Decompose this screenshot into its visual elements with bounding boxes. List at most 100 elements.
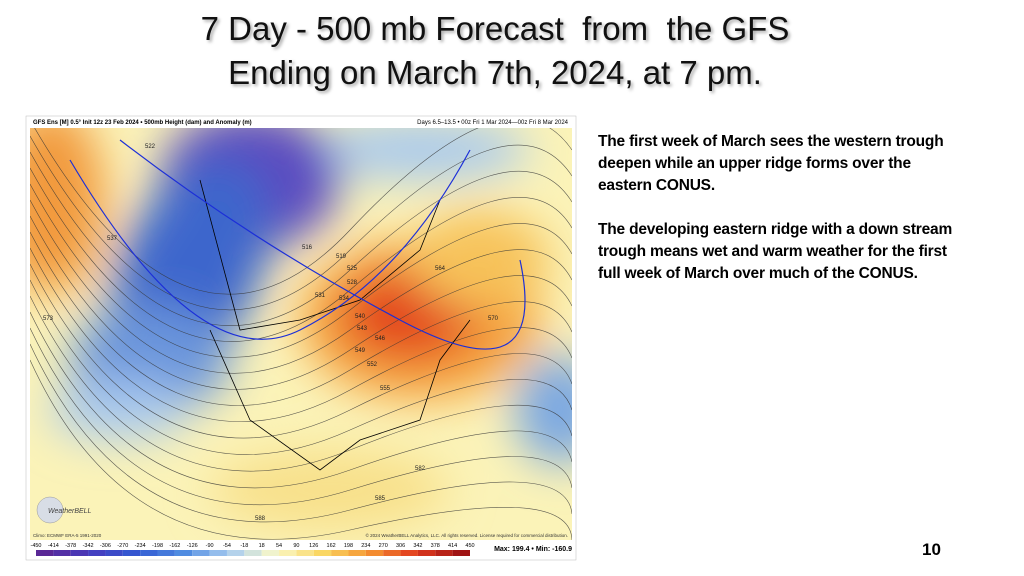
contour-line: [30, 311, 572, 489]
contour-label: 531: [315, 293, 326, 299]
contour-label: 525: [347, 266, 358, 272]
contour-label: 573: [43, 316, 54, 322]
colorbar-swatch: [331, 550, 349, 556]
colorbar-label: -234: [135, 543, 146, 549]
colorbar-swatch: [296, 550, 314, 556]
colorbar-swatch: [279, 550, 297, 556]
contour-line: [30, 167, 572, 342]
contour-label: 552: [367, 362, 378, 368]
contour-line: [34, 128, 572, 295]
forecast-map: 516 519 522 525 528 531 534 537 540 543 546 549 552 5…: [25, 115, 577, 561]
colorbar-swatch: [70, 550, 89, 556]
colorbar-swatch: [417, 550, 436, 556]
colorbar-swatch: [261, 550, 280, 556]
contour-line: [30, 295, 572, 472]
contour-line: [30, 183, 572, 358]
contour-label: 546: [375, 336, 386, 342]
colorbar-swatch: [244, 550, 262, 556]
contour-label: 522: [145, 144, 156, 150]
colorbar-label: 162: [327, 543, 336, 549]
paragraph: The first week of March sees the western…: [598, 133, 944, 194]
contour-label: 516: [302, 245, 313, 251]
colorbar-swatch: [400, 550, 418, 556]
map-header: GFS Ens [M] 0.5° Init 12z 23 Feb 2024 • …: [33, 120, 252, 126]
contour-label: 519: [336, 254, 347, 260]
colorbar-label: -414: [48, 543, 59, 549]
map-header: Days 6.5–13.5 • 00z Fri 1 Mar 2024—00z F…: [417, 120, 569, 126]
colorbar-label: 54: [276, 543, 282, 549]
colorbar-label: -270: [117, 543, 128, 549]
colorbar-label: 18: [259, 543, 265, 549]
colorbar-swatch: [209, 550, 227, 556]
colorbar-swatch: [36, 550, 54, 556]
colorbar-label: 306: [396, 543, 405, 549]
contour-line: [30, 263, 572, 439]
colorbar-label: -378: [65, 543, 76, 549]
colorbar-label: -306: [100, 543, 111, 549]
colorbar-swatch: [348, 550, 366, 556]
colorbar-label: -162: [169, 543, 180, 549]
colorbar-swatch: [157, 550, 175, 556]
contour-line: [30, 327, 572, 506]
contour-line: [30, 279, 572, 455]
contour-label: 585: [375, 496, 386, 502]
map-footer: © 2024 WeatherBELL Analytics, LLC. All r…: [366, 532, 568, 538]
contour-line: [30, 231, 572, 406]
colorbar-label: 378: [431, 543, 440, 549]
colorbar-label: -54: [223, 543, 231, 549]
contour-label: 549: [355, 348, 366, 354]
logo-icon: [36, 496, 64, 524]
colorbar-swatch: [365, 550, 384, 556]
contour-line: [30, 199, 572, 374]
contour-line: [30, 359, 572, 540]
colorbar-label: 270: [379, 543, 388, 549]
page-number: 10: [922, 540, 941, 559]
colorbar-swatch: [383, 550, 401, 556]
colorbar-label: -198: [152, 543, 163, 549]
map-field: 516 519 522 525 528 531 534 537 540 543 546 549 552 5…: [30, 128, 572, 540]
colorbar-swatch: [174, 550, 193, 556]
contour-label: 582: [415, 466, 426, 472]
colorbar-swatch: [53, 550, 71, 556]
title-line: 7 Day - 500 mb Forecast from the GFS: [200, 10, 790, 47]
contour-label: 537: [107, 236, 118, 242]
contour-line: [30, 343, 572, 523]
paragraph: The developing eastern ridge with a down…: [598, 221, 953, 282]
logo: WeatherBELL: [48, 508, 92, 515]
colorbar-swatch: [452, 550, 470, 556]
contour-label: 588: [255, 516, 266, 522]
max-min: Max: 199.4 • Min: -160.9: [494, 546, 572, 553]
contour-line: [30, 215, 572, 390]
colorbar-label: -126: [187, 543, 198, 549]
colorbar-swatch: [435, 550, 453, 556]
contour-label: 555: [380, 386, 391, 392]
colorbar-swatch: [313, 550, 332, 556]
colorbar-swatch: [122, 550, 141, 556]
contour-label: 528: [347, 280, 358, 286]
colorbar-swatch: [105, 550, 123, 556]
colorbar-label: 90: [293, 543, 299, 549]
colorbar-label: -342: [83, 543, 94, 549]
contour-label: 570: [488, 316, 499, 322]
colorbar-swatch: [88, 550, 106, 556]
contour-line: [30, 135, 572, 311]
contour-label: 564: [435, 266, 446, 272]
map-footer: Climo: ECMWF ERA-5 1991-2020: [33, 533, 102, 538]
colorbar-label: 450: [465, 543, 474, 549]
colorbar-label: 414: [448, 543, 457, 549]
colorbar-label: 234: [361, 543, 370, 549]
colorbar-label: 342: [413, 543, 422, 549]
contour-line: [30, 247, 572, 422]
body-text: The first week of March sees the western…: [598, 131, 958, 307]
contour-label: 543: [357, 326, 368, 332]
colorbar-label: 198: [344, 543, 353, 549]
colorbar-swatch: [192, 550, 210, 556]
title-line: Ending on March 7th, 2024, at 7 pm.: [228, 54, 762, 91]
colorbar-swatch: [140, 550, 158, 556]
colorbar-label: -450: [30, 543, 41, 549]
colorbar-label: 126: [309, 543, 318, 549]
colorbar-swatch: [226, 550, 245, 556]
contour-label: 534: [339, 296, 350, 302]
colorbar-label: -18: [240, 543, 248, 549]
